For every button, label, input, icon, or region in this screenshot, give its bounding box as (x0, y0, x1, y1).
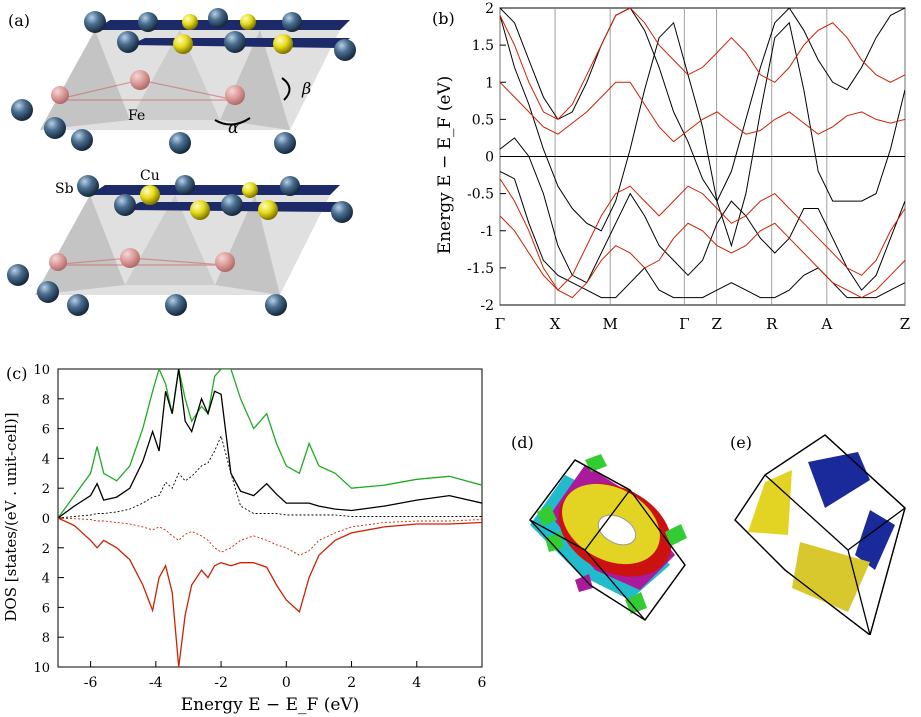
x-tick-label: -4 (149, 675, 163, 691)
band-line-majority (500, 15, 905, 248)
kpoint-label: Γ (495, 315, 505, 333)
sb-label: Sb (55, 181, 74, 197)
x-tick-label: 4 (412, 675, 421, 691)
y-tick-label: 10 (33, 661, 50, 676)
y-tick-label: 8 (42, 631, 50, 646)
y-tick-label: 0 (42, 512, 50, 527)
crystal-structure-figure: (a) Fe Cu Sb α β (7, 8, 356, 316)
x-tick-label: 6 (478, 675, 487, 691)
y-tick-label: 0.5 (472, 112, 494, 128)
y-tick-label: 4 (42, 572, 50, 587)
x-tick-label: -2 (214, 675, 228, 691)
panel-a-label: (a) (8, 11, 30, 30)
y-tick-label: 6 (42, 423, 50, 438)
dos-ylabel: DOS [states/(eV . unit-cell)] (2, 412, 20, 621)
y-tick-label: -1 (480, 224, 494, 240)
lower-layer (7, 175, 353, 316)
y-tick-label: 6 (42, 601, 50, 616)
panel-c-label: (c) (6, 364, 27, 383)
band-line-minority (500, 178, 905, 291)
y-tick-label: 2 (485, 1, 494, 17)
dos-line-spin-up-partial (58, 434, 482, 519)
y-tick-label: 4 (42, 452, 50, 467)
dos-line-spin-up (58, 369, 482, 519)
band-line-minority (500, 81, 905, 143)
band-line-majority (500, 8, 905, 203)
dos-xlabel: Energy E − E_F (eV) (181, 695, 360, 715)
band-ylabel: Energy E − E_F (eV) (435, 76, 455, 255)
y-tick-label: 2 (42, 542, 50, 557)
y-tick-label: 1 (485, 75, 494, 91)
sb-atoms (11, 8, 356, 154)
beta-label: β (301, 79, 311, 98)
y-tick-label: 10 (33, 363, 50, 378)
band-line-minority (500, 215, 905, 299)
cu-atoms (173, 14, 293, 54)
y-tick-label: 8 (42, 393, 50, 408)
band-structure-chart: (b) Energy E − E_F (eV) Γ X M Γ Z R A Z 2 1.5 1 0.5… (432, 1, 910, 333)
x-tick-label: 0 (282, 675, 291, 691)
fermi-surface-minority: (e) (730, 433, 906, 635)
panel-d-label: (d) (511, 433, 534, 452)
dos-plot-frame (57, 368, 483, 668)
kpoint-label: R (766, 315, 778, 333)
kpoint-label: Z (900, 315, 910, 333)
cu-label: Cu (140, 168, 160, 184)
y-tick-label: -2 (480, 298, 494, 314)
y-tick-label: 0 (485, 150, 494, 166)
alpha-label: α (228, 118, 239, 137)
dos-chart: (c) DOS [states/(eV . unit-cell)] Energy… (2, 363, 487, 715)
kpoint-label: A (820, 315, 832, 333)
dos-line-spin-down-partial (58, 517, 482, 556)
kpoint-label: X (550, 315, 561, 333)
kpoint-label: Γ (679, 315, 689, 333)
dos-line-total (58, 369, 482, 519)
dos-line-spin-down (58, 517, 482, 667)
x-tick-label: 2 (347, 675, 356, 691)
fe-label: Fe (128, 108, 145, 124)
panel-e-label: (e) (730, 433, 752, 452)
y-tick-label: -1.5 (467, 261, 494, 277)
kpoint-label: Z (711, 315, 721, 333)
fermi-surface-majority: (d) (511, 433, 687, 621)
y-tick-label: 2 (42, 482, 50, 497)
panel-b-label: (b) (432, 9, 455, 28)
upper-layer (11, 8, 356, 154)
y-tick-label: -0.5 (467, 187, 494, 203)
band-line-minority (500, 8, 905, 121)
kpoint-label: M (602, 315, 617, 333)
fe-atoms (51, 70, 245, 105)
band-line-majority (500, 137, 905, 291)
x-tick-label: -6 (84, 675, 98, 691)
y-tick-label: 1.5 (472, 38, 494, 54)
